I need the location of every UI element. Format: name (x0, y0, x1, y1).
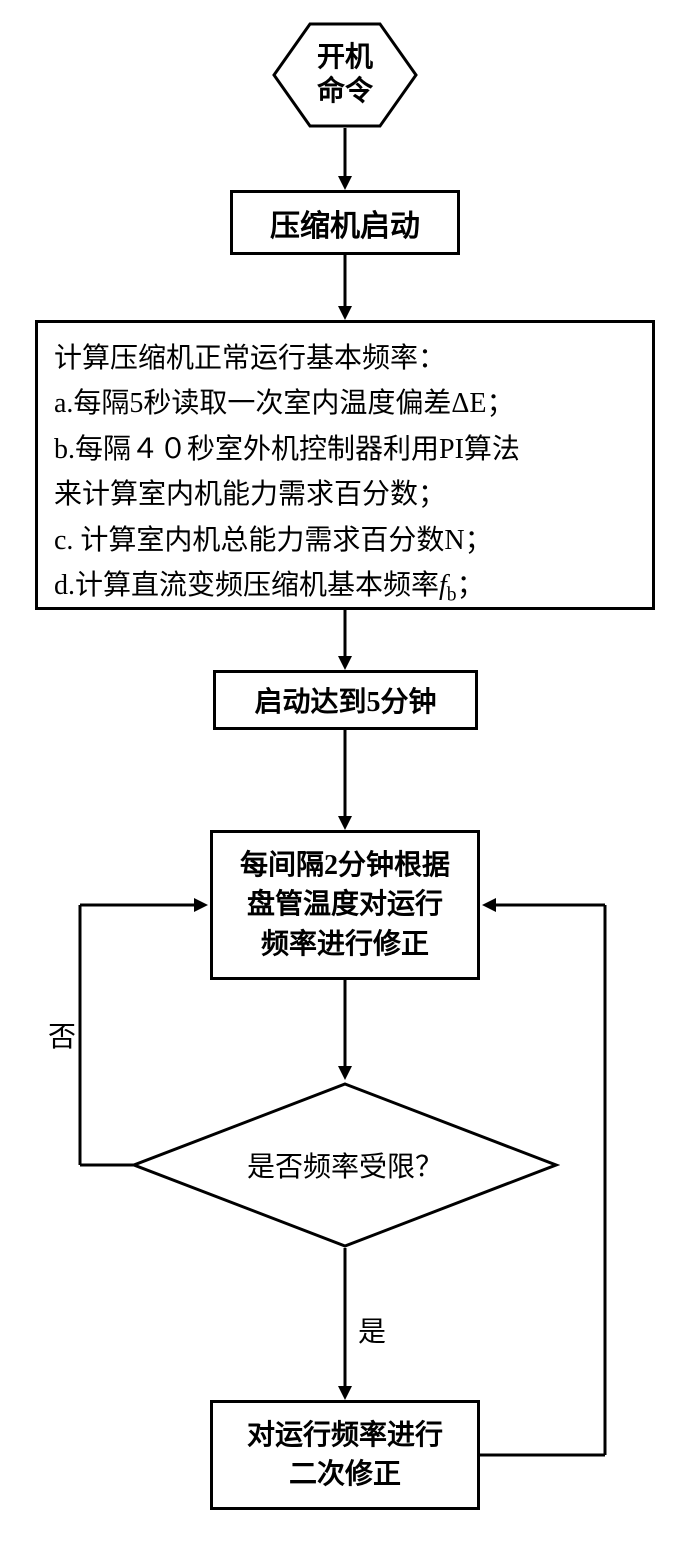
loop-no-path (70, 895, 220, 1175)
step2-c: c. 计算室内机总能力需求百分数N； (54, 519, 636, 562)
step3-text: 启动达到5分钟 (254, 680, 436, 720)
step1-text: 压缩机启动 (270, 201, 420, 245)
step2-title: 计算压缩机正常运行基本频率： (54, 337, 636, 380)
yes-label: 是 (358, 1310, 386, 1350)
step5-box: 对运行频率进行 二次修正 (210, 1400, 480, 1510)
arrow-step4-to-decision (335, 980, 355, 1082)
step2-b1: b.每隔４０秒室外机控制器利用PI算法 (54, 428, 636, 471)
arrow-step1-to-step2 (335, 255, 355, 322)
step4-line2: 盘管温度对运行 (240, 885, 450, 924)
start-line2: 命令 (317, 75, 373, 109)
arrow-decision-to-step5 (335, 1248, 355, 1402)
step4-line1: 每间隔2分钟根据 (240, 846, 450, 885)
decision-text: 是否频率受限？ (247, 1145, 443, 1185)
no-label: 否 (48, 1015, 76, 1055)
step4-line3: 频率进行修正 (240, 925, 450, 964)
step2-a: a.每隔5秒读取一次室内温度偏差ΔE； (54, 382, 636, 425)
step2-d: d.计算直流变频压缩机基本频率fb； (54, 564, 636, 611)
start-line1: 开机 (317, 41, 373, 75)
step5-line1: 对运行频率进行 (247, 1416, 443, 1455)
step4-box: 每间隔2分钟根据 盘管温度对运行 频率进行修正 (210, 830, 480, 980)
start-node: 开机 命令 (270, 20, 420, 130)
step3-box: 启动达到5分钟 (213, 670, 478, 730)
arrow-start-to-step1 (335, 128, 355, 192)
step1-box: 压缩机启动 (230, 190, 460, 255)
arrow-step2-to-step3 (335, 610, 355, 672)
step2-b2: 来计算室内机能力需求百分数； (54, 473, 636, 516)
step2-box: 计算压缩机正常运行基本频率： a.每隔5秒读取一次室内温度偏差ΔE； b.每隔４… (35, 320, 655, 610)
arrow-step3-to-step4 (335, 730, 355, 832)
step5-line2: 二次修正 (247, 1455, 443, 1494)
loop-step5-to-step4 (480, 895, 625, 1465)
